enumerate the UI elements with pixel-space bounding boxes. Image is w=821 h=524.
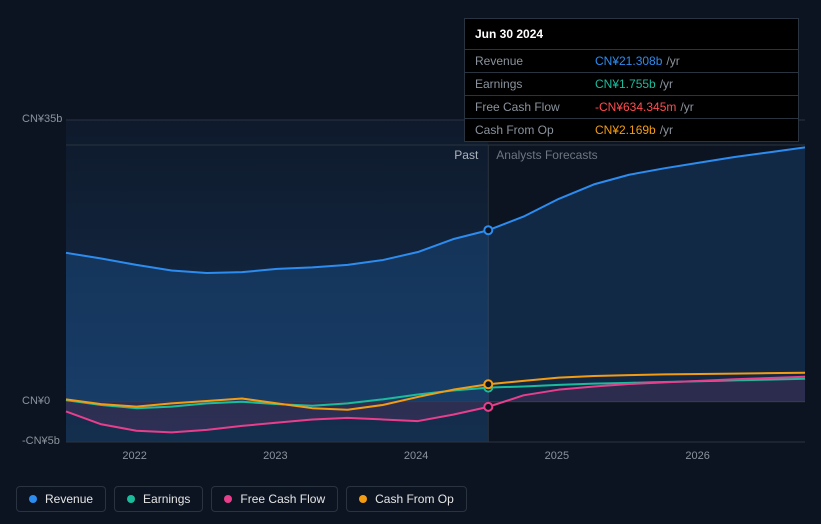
legend: Revenue Earnings Free Cash Flow Cash From O… [16,486,467,512]
tooltip-row: RevenueCN¥21.308b/yr [465,50,798,73]
y-axis-label: CN¥0 [22,395,50,407]
tooltip-row-unit: /yr [660,77,673,91]
tooltip-row-value: -CN¥634.345m [595,100,676,114]
x-axis-label: 2025 [545,450,569,462]
legend-item-revenue[interactable]: Revenue [16,486,106,512]
legend-item-fcf[interactable]: Free Cash Flow [211,486,338,512]
tooltip-row-value: CN¥2.169b [595,123,656,137]
forecast-label: Analysts Forecasts [496,148,597,162]
tooltip-row-label: Cash From Op [475,123,595,137]
legend-item-cfo[interactable]: Cash From Op [346,486,467,512]
tooltip-row-unit: /yr [680,100,693,114]
tooltip-row-unit: /yr [666,54,679,68]
tooltip-row: Free Cash Flow-CN¥634.345m/yr [465,96,798,119]
y-axis-label: -CN¥5b [22,435,60,447]
past-label: Past [454,148,478,162]
legend-swatch [29,495,37,503]
y-axis-label: CN¥35b [22,113,62,125]
legend-swatch [224,495,232,503]
tooltip-date: Jun 30 2024 [465,19,798,50]
tooltip-row-label: Earnings [475,77,595,91]
x-axis-label: 2023 [263,450,287,462]
legend-item-earnings[interactable]: Earnings [114,486,203,512]
tooltip-row: EarningsCN¥1.755b/yr [465,73,798,96]
legend-swatch [127,495,135,503]
tooltip-row-value: CN¥1.755b [595,77,656,91]
legend-swatch [359,495,367,503]
x-axis-label: 2022 [122,450,146,462]
legend-label: Cash From Op [375,492,454,506]
tooltip-row: Cash From OpCN¥2.169b/yr [465,119,798,141]
tooltip-row-unit: /yr [660,123,673,137]
chart-tooltip: Jun 30 2024 RevenueCN¥21.308b/yrEarnings… [464,18,799,142]
tooltip-row-label: Free Cash Flow [475,100,595,114]
tooltip-row-label: Revenue [475,54,595,68]
x-axis-label: 2024 [404,450,428,462]
legend-label: Revenue [45,492,93,506]
legend-label: Earnings [143,492,190,506]
legend-label: Free Cash Flow [240,492,325,506]
x-axis-label: 2026 [685,450,709,462]
tooltip-row-value: CN¥21.308b [595,54,662,68]
